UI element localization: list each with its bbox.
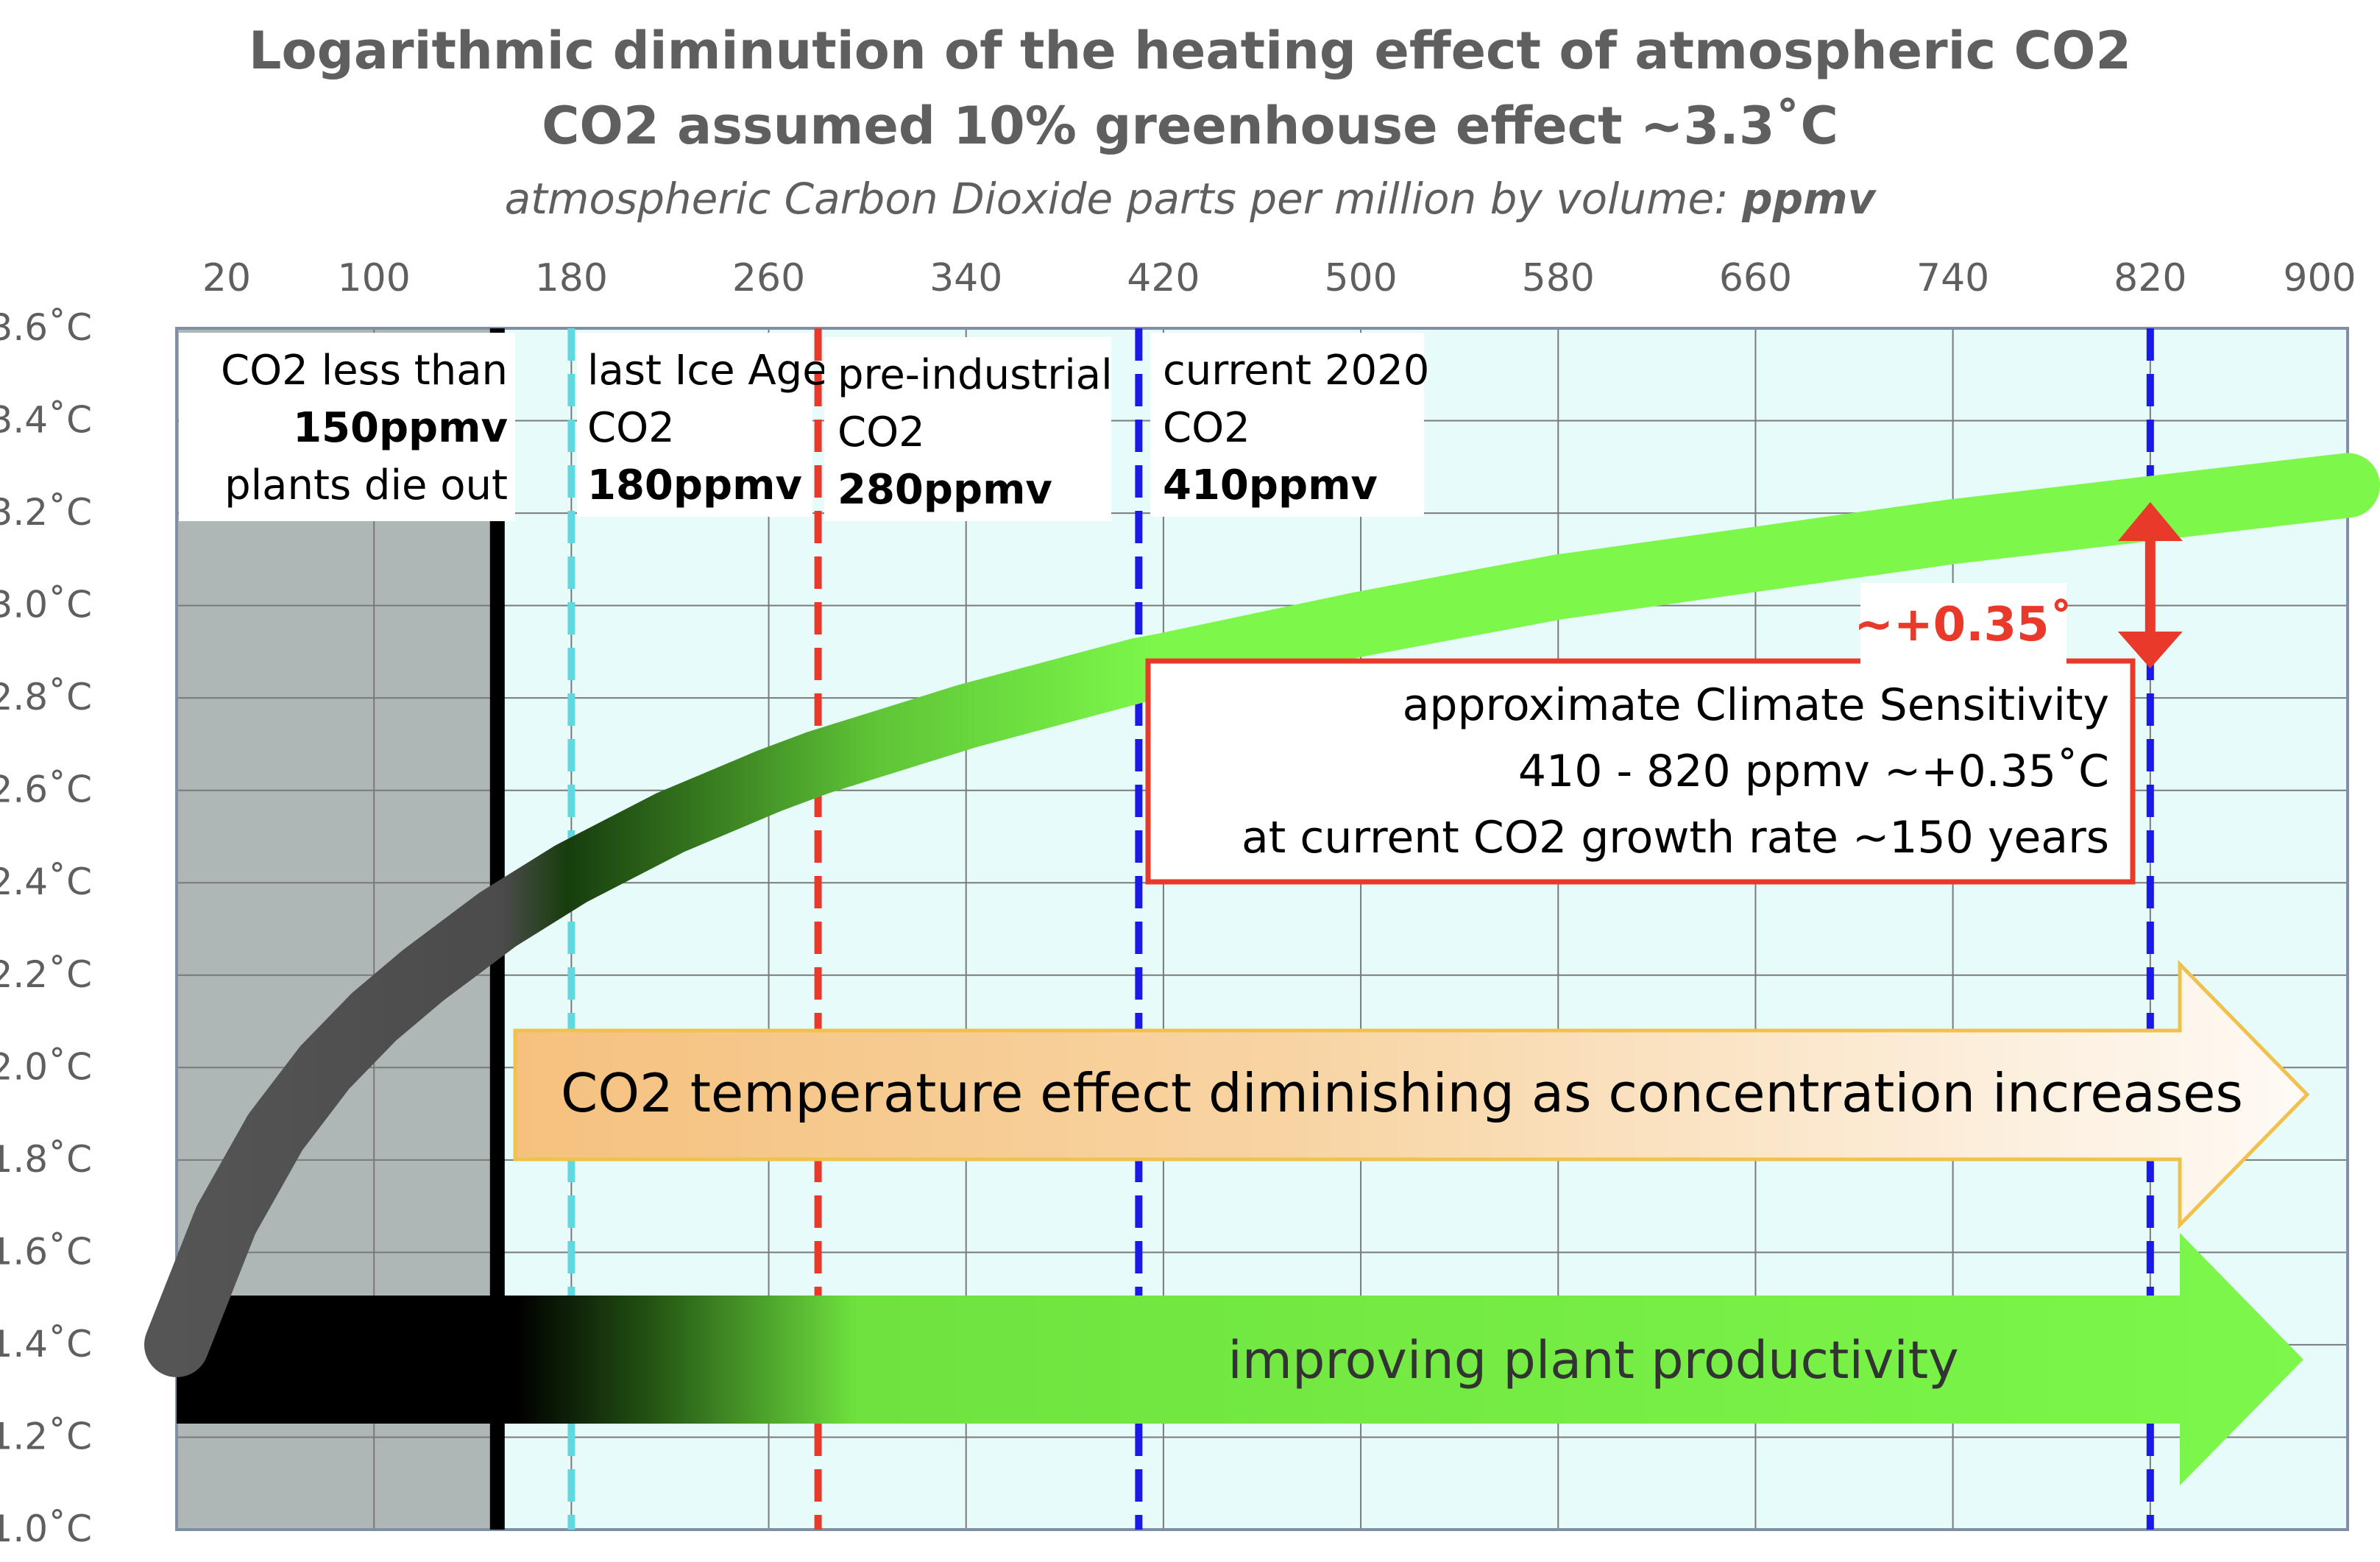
ice-age-label-line2: CO2 [587, 404, 675, 452]
sensitivity-line1: approximate Climate Sensitivity [1403, 679, 2109, 731]
x-tick-label: 820 [2114, 256, 2186, 300]
delta-arrow-head-down [2117, 632, 2183, 668]
x-tick-label: 580 [1522, 256, 1595, 300]
y-tick-label: 3.0˚C [0, 584, 92, 626]
y-tick-label: 3.4˚C [0, 399, 92, 442]
x-tick-label: 260 [732, 256, 805, 300]
current-label-line3: 410ppmv [1163, 462, 1378, 509]
x-tick-label: 340 [929, 256, 1002, 300]
x-axis-caption-unit: ppmv [1742, 174, 1876, 224]
orange-arrow [513, 959, 2310, 1230]
sensitivity-line3: at current CO2 growth rate ~150 years [1242, 812, 2109, 863]
y-tick-label: 1.8˚C [0, 1138, 92, 1181]
pre-industrial-box [824, 337, 1111, 521]
x-axis-caption: atmospheric Carbon Dioxide parts per mil… [0, 174, 2380, 224]
current-box [1150, 333, 1424, 517]
y-tick-label: 2.4˚C [0, 860, 92, 903]
x-axis-caption-text: atmospheric Carbon Dioxide parts per mil… [504, 174, 1743, 224]
x-tick-label: 660 [1719, 256, 1792, 300]
x-tick-label: 100 [338, 256, 411, 300]
green-arrow [177, 1233, 2303, 1485]
ice-age-box [577, 333, 812, 517]
x-tick-label: 900 [2283, 256, 2356, 300]
co2-temperature-curve [144, 453, 2380, 1377]
y-tick-label: 1.0˚C [0, 1508, 92, 1550]
y-tick-label: 3.2˚C [0, 491, 92, 534]
y-tick-label: 2.2˚C [0, 953, 92, 996]
sensitivity-line2: 410 - 820 ppmv ~+0.35˚C [1518, 746, 2109, 797]
pre-industrial-label-line3: 280ppmv [837, 466, 1052, 514]
plants-die-box [179, 333, 515, 521]
y-tick-label: 2.6˚C [0, 768, 92, 811]
orange-arrow-label: CO2 temperature effect diminishing as co… [561, 1062, 2243, 1124]
x-tick-label: 500 [1324, 256, 1397, 300]
chart-title: Logarithmic diminution of the heating ef… [248, 21, 2132, 81]
y-tick-label: 3.6˚C [0, 306, 92, 349]
pre-industrial-label-line2: CO2 [837, 409, 925, 456]
x-tick-label: 20 [202, 256, 251, 300]
y-tick-label: 2.0˚C [0, 1045, 92, 1088]
y-tick-label: 1.2˚C [0, 1415, 92, 1457]
plants-die-label-line3: plants die out [224, 462, 508, 509]
pre-industrial-label-line1: pre-industrial [837, 351, 1113, 399]
plot-border [175, 327, 2349, 1531]
y-tick-label: 2.8˚C [0, 676, 92, 718]
chart-subtitle: CO2 assumed 10% greenhouse effect ~3.3˚C [542, 96, 1838, 156]
delta-arrow-head-up [2117, 502, 2183, 541]
x-tick-label: 180 [535, 256, 608, 300]
plants-die-label-line2: 150ppmv [293, 404, 508, 452]
ice-age-label-line3: 180ppmv [587, 462, 802, 509]
green-arrow-label: improving plant productivity [1228, 1330, 1958, 1390]
plants-die-label-line1: CO2 less than [221, 347, 508, 395]
current-label-line1: current 2020 [1163, 347, 1429, 395]
ice-age-label-line1: last Ice Age [587, 347, 828, 395]
x-tick-label: 420 [1127, 256, 1200, 300]
y-tick-label: 1.4˚C [0, 1323, 92, 1365]
current-label-line2: CO2 [1163, 404, 1250, 452]
delta-label-bg [1860, 583, 2066, 664]
x-tick-label: 740 [1916, 256, 1989, 300]
delta-label: ~+0.35˚ [1854, 598, 2072, 652]
sensitivity-box [1145, 658, 2136, 885]
y-tick-label: 1.6˚C [0, 1230, 92, 1273]
